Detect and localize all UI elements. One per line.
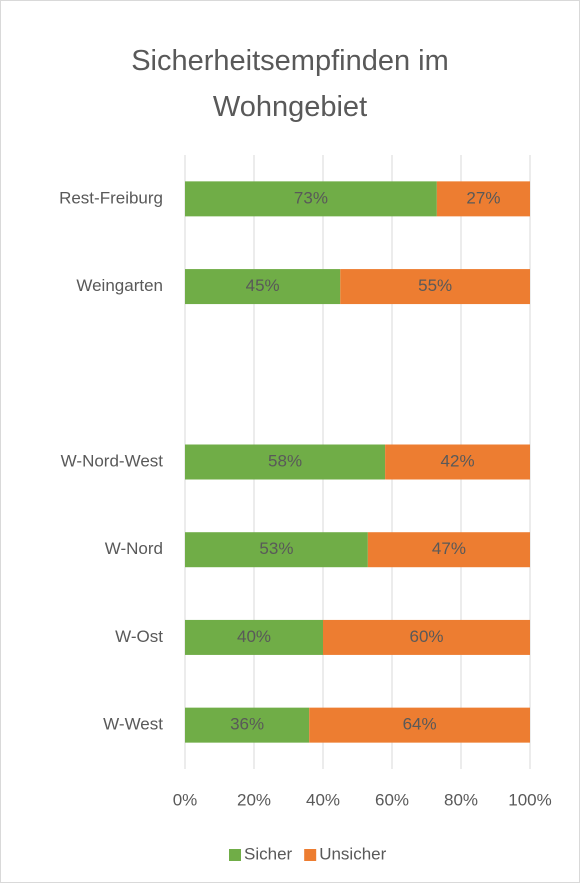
bar-segment <box>385 444 530 480</box>
data-label: 47% <box>432 539 466 558</box>
data-label: 27% <box>466 188 500 207</box>
data-label: 60% <box>409 627 443 646</box>
y-tick-label: W-Ost <box>115 627 163 646</box>
y-tick-label: Weingarten <box>76 276 163 295</box>
bar-segment <box>185 181 437 217</box>
data-label: 36% <box>230 715 264 734</box>
legend-swatch <box>229 849 241 861</box>
bar-segment <box>185 619 323 655</box>
bar-segment <box>323 619 530 655</box>
x-tick-label: 80% <box>444 790 478 809</box>
bar-segment <box>367 532 530 568</box>
data-label: 40% <box>237 627 271 646</box>
data-label: 58% <box>268 451 302 470</box>
data-label: 45% <box>246 276 280 295</box>
legend-label: Sicher <box>244 844 293 863</box>
y-tick-label: W-West <box>103 715 163 734</box>
legend-swatch <box>304 849 317 861</box>
x-tick-label: 60% <box>375 790 409 809</box>
x-tick-label: 20% <box>237 790 271 809</box>
data-label: 64% <box>403 715 437 734</box>
bar-segment <box>436 181 530 217</box>
y-tick-label: W-Nord <box>105 539 163 558</box>
legend-label: Unsicher <box>319 844 386 863</box>
x-tick-label: 0% <box>173 790 198 809</box>
y-tick-label: Rest-Freiburg <box>59 188 163 207</box>
bar-segment <box>185 532 368 568</box>
bar-segment <box>185 444 386 480</box>
bar-segment <box>309 707 530 743</box>
data-label: 42% <box>441 451 475 470</box>
x-tick-label: 100% <box>508 790 551 809</box>
y-tick-label: W-Nord-West <box>61 451 164 470</box>
chart-title: Sicherheitsempfinden im Wohngebiet <box>131 45 449 123</box>
data-label: 53% <box>259 539 293 558</box>
bar-segment <box>340 269 530 305</box>
bar-segment <box>185 269 341 305</box>
x-tick-label: 40% <box>306 790 340 809</box>
data-label: 55% <box>418 276 452 295</box>
data-label: 73% <box>294 188 328 207</box>
bar-segment <box>185 707 310 743</box>
